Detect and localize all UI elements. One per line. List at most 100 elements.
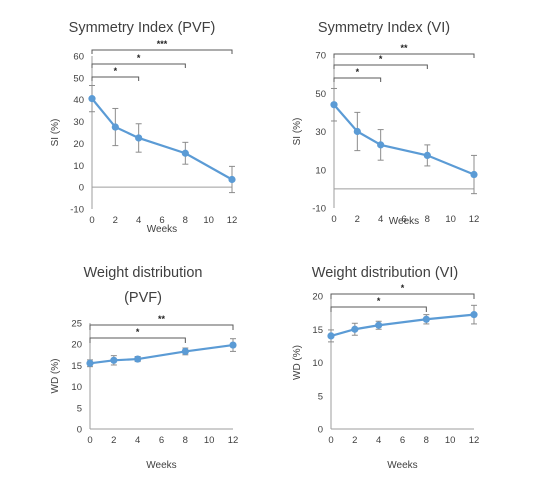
data-point[interactable] bbox=[375, 321, 383, 329]
x-tick-label: 0 bbox=[331, 214, 336, 225]
chart-title: Symmetry Index (PVF) bbox=[69, 20, 216, 36]
data-point[interactable] bbox=[110, 356, 118, 364]
x-tick-label: 6 bbox=[159, 215, 164, 226]
significance-label: * bbox=[379, 54, 383, 64]
y-tick-label: 20 bbox=[73, 139, 84, 150]
series-line bbox=[330, 313, 475, 337]
y-axis-label: SI (%) bbox=[50, 119, 61, 147]
data-point[interactable] bbox=[470, 311, 478, 319]
y-axis-label: WD (%) bbox=[292, 345, 303, 380]
x-tick-label: 4 bbox=[376, 435, 381, 446]
x-tick-label: 2 bbox=[111, 435, 116, 446]
x-tick-label: 2 bbox=[352, 435, 357, 446]
chart-title: Weight distribution (VI) bbox=[312, 265, 458, 281]
x-tick-label: 6 bbox=[400, 435, 405, 446]
chart-1: Symmetry Index (PVF) -10 0 10 20 30 40 50 60 0 2 4 6… bbox=[50, 20, 237, 235]
data-point[interactable] bbox=[88, 95, 96, 103]
x-tick-label: 10 bbox=[204, 435, 215, 446]
x-tick-label: 12 bbox=[469, 214, 480, 225]
x-tick-label: 8 bbox=[183, 435, 188, 446]
significance-label: * bbox=[377, 296, 381, 306]
data-point[interactable] bbox=[111, 123, 119, 131]
chart-3: Weight distribution (PVF) 0 5 10 15 20 25 0 2 4 6 8 1… bbox=[50, 265, 238, 471]
significance-bracket bbox=[89, 337, 186, 343]
chart-title: Weight distribution bbox=[83, 265, 202, 281]
y-tick-label: 20 bbox=[312, 292, 323, 303]
y-axis-label: WD (%) bbox=[50, 359, 61, 394]
significance-bracket bbox=[333, 53, 475, 58]
data-point[interactable] bbox=[470, 170, 478, 179]
data-point[interactable] bbox=[181, 149, 189, 157]
series-line bbox=[91, 97, 233, 181]
y-tick-label: 10 bbox=[73, 161, 84, 172]
x-tick-label: 10 bbox=[203, 215, 214, 226]
x-tick-label: 0 bbox=[328, 435, 333, 446]
x-axis-label: Weeks bbox=[146, 460, 176, 471]
significance-label: * bbox=[137, 53, 141, 63]
y-tick-label: 50 bbox=[315, 89, 326, 100]
y-tick-label: 0 bbox=[79, 183, 84, 194]
y-tick-label: 15 bbox=[71, 361, 82, 372]
x-tick-label: 12 bbox=[228, 435, 239, 446]
chart-title: Symmetry Index (VI) bbox=[318, 20, 450, 36]
x-tick-label: 10 bbox=[445, 435, 456, 446]
x-axis-label: Weeks bbox=[387, 460, 417, 471]
x-axis-label: Weeks bbox=[389, 216, 419, 227]
data-point[interactable] bbox=[330, 101, 338, 109]
y-tick-label: 40 bbox=[73, 95, 84, 106]
significance-bracket bbox=[91, 76, 140, 81]
y-tick-label: 30 bbox=[315, 127, 326, 138]
significance-label: ** bbox=[158, 314, 166, 324]
x-tick-label: 8 bbox=[424, 435, 429, 446]
y-tick-label: -10 bbox=[312, 204, 326, 215]
x-tick-label: 4 bbox=[136, 215, 141, 226]
data-point[interactable] bbox=[228, 175, 236, 184]
x-tick-label: 12 bbox=[469, 435, 480, 446]
x-axis-label: Weeks bbox=[147, 224, 177, 235]
data-point[interactable] bbox=[86, 359, 94, 367]
significance-label: * bbox=[136, 327, 140, 337]
chart-4: Weight distribution (VI) 0 5 10 15 20 0 2 4 6 8 10 1… bbox=[292, 265, 479, 471]
y-tick-label: 15 bbox=[312, 325, 323, 336]
data-point[interactable] bbox=[423, 151, 431, 160]
significance-bracket bbox=[333, 64, 428, 69]
x-tick-label: 10 bbox=[445, 214, 456, 225]
x-tick-label: 8 bbox=[183, 215, 188, 226]
y-tick-label: 5 bbox=[318, 391, 323, 402]
data-point[interactable] bbox=[353, 127, 361, 136]
x-tick-label: 12 bbox=[227, 215, 238, 226]
x-tick-label: 4 bbox=[378, 214, 383, 225]
y-tick-label: 10 bbox=[312, 358, 323, 369]
data-point[interactable] bbox=[134, 355, 142, 363]
chart-subtitle: (PVF) bbox=[124, 290, 162, 306]
significance-bracket bbox=[89, 324, 234, 330]
significance-bracket bbox=[91, 63, 186, 68]
x-tick-label: 4 bbox=[135, 435, 140, 446]
y-tick-label: 5 bbox=[77, 403, 82, 414]
data-point[interactable] bbox=[351, 325, 359, 333]
data-point[interactable] bbox=[377, 141, 385, 149]
significance-label: * bbox=[401, 283, 405, 293]
significance-bracket bbox=[330, 293, 475, 299]
significance-bracket bbox=[333, 77, 382, 82]
data-point[interactable] bbox=[135, 134, 143, 142]
significance-bracket bbox=[91, 49, 233, 54]
y-tick-label: 50 bbox=[73, 73, 84, 84]
significance-bracket bbox=[330, 306, 427, 312]
significance-label: * bbox=[114, 66, 118, 76]
x-tick-label: 0 bbox=[87, 435, 92, 446]
data-point[interactable] bbox=[422, 315, 430, 323]
x-tick-label: 2 bbox=[113, 215, 118, 226]
y-tick-label: 10 bbox=[315, 165, 326, 176]
x-tick-label: 6 bbox=[401, 214, 406, 225]
x-tick-label: 8 bbox=[425, 214, 430, 225]
data-point[interactable] bbox=[327, 332, 335, 340]
data-point[interactable] bbox=[181, 347, 189, 356]
y-tick-label: 70 bbox=[315, 51, 326, 62]
significance-label: * bbox=[356, 67, 360, 77]
x-tick-label: 0 bbox=[89, 215, 94, 226]
data-point[interactable] bbox=[229, 341, 237, 349]
x-tick-label: 6 bbox=[159, 435, 164, 446]
chart-2: Symmetry Index (VI) -10 10 30 50 70 0 2 4 6 8 10 12 W… bbox=[292, 20, 479, 227]
